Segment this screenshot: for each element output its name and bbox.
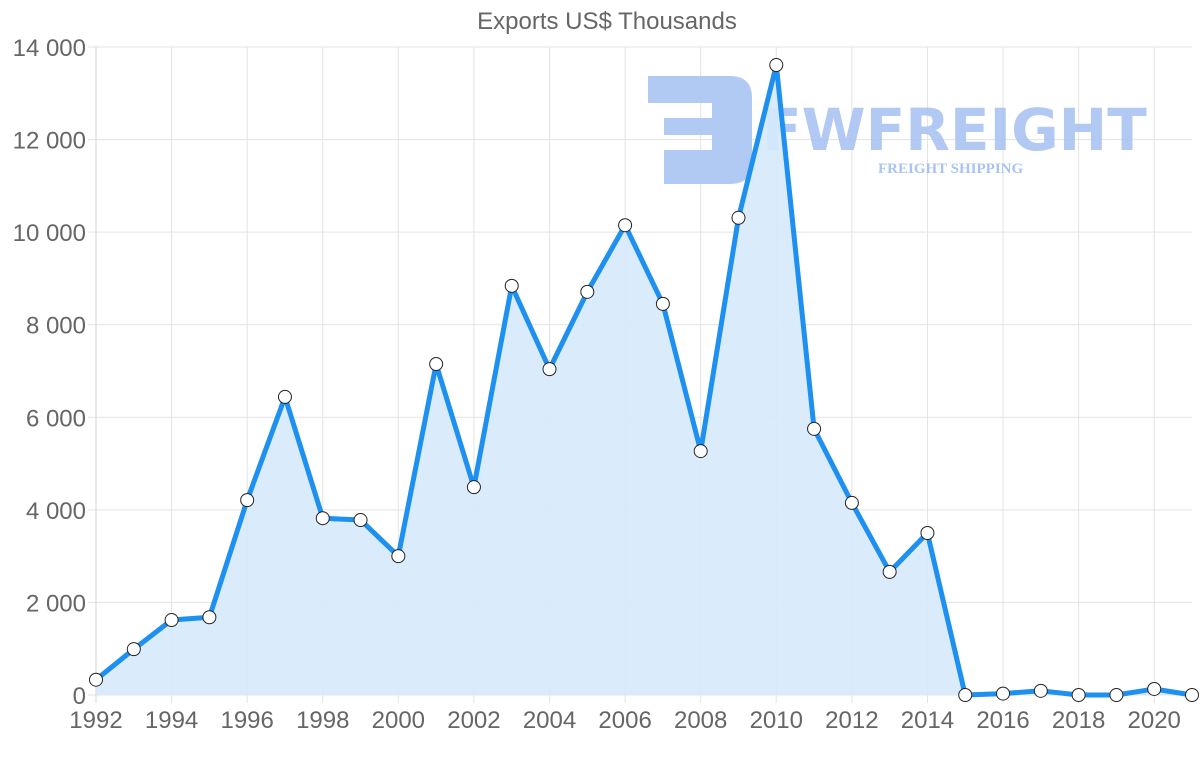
x-tick-label: 1996 xyxy=(220,707,273,734)
data-point-marker[interactable] xyxy=(996,686,1011,701)
x-tick-label: 1994 xyxy=(145,707,198,734)
data-point-marker[interactable] xyxy=(1185,688,1199,702)
data-point-marker[interactable] xyxy=(391,549,406,564)
data-point-marker[interactable] xyxy=(1033,683,1048,698)
data-point-marker[interactable] xyxy=(844,495,859,510)
y-tick-label: 2 000 xyxy=(26,590,86,617)
x-tick-label: 2020 xyxy=(1128,707,1181,734)
data-point-marker[interactable] xyxy=(769,58,784,73)
data-point-marker[interactable] xyxy=(731,210,746,225)
data-point-marker[interactable] xyxy=(807,421,822,436)
data-point-marker[interactable] xyxy=(1109,688,1124,702)
data-point-marker[interactable] xyxy=(353,513,368,528)
data-point-marker[interactable] xyxy=(466,480,481,495)
data-point-marker[interactable] xyxy=(126,642,141,657)
data-point-marker[interactable] xyxy=(429,357,444,372)
x-tick-label: 2010 xyxy=(750,707,803,734)
data-point-marker[interactable] xyxy=(693,444,708,459)
y-axis-ticks: 0 2 000 4 000 6 000 8 000 10 000 12 000 14 000 xyxy=(13,35,86,710)
data-point-marker[interactable] xyxy=(618,218,633,233)
y-tick-label: 10 000 xyxy=(13,220,86,247)
y-tick-label: 8 000 xyxy=(26,313,86,340)
data-point-marker[interactable] xyxy=(580,284,595,299)
x-tick-label: 2008 xyxy=(674,707,727,734)
watermark-logo: FWFREIGHT FREIGHT SHIPPING xyxy=(648,76,1147,184)
data-points xyxy=(89,58,1199,702)
series-area-fill xyxy=(96,65,1192,696)
logo-icon xyxy=(648,76,752,184)
data-point-marker[interactable] xyxy=(240,493,255,508)
x-axis-ticks: 1992 1994 1996 1998 2000 2002 2004 2006 2008 2010… xyxy=(69,707,1181,734)
data-point-marker[interactable] xyxy=(315,511,330,526)
x-tick-label: 2018 xyxy=(1052,707,1105,734)
x-tick-label: 1998 xyxy=(296,707,349,734)
data-point-marker[interactable] xyxy=(202,610,217,625)
data-point-marker[interactable] xyxy=(1147,681,1162,696)
x-tick-label: 2014 xyxy=(901,707,954,734)
y-tick-label: 0 xyxy=(73,683,86,710)
y-tick-label: 4 000 xyxy=(26,498,86,525)
x-tick-label: 2016 xyxy=(976,707,1029,734)
watermark-brand: FWFREIGHT xyxy=(762,96,1147,164)
chart-title: Exports US$ Thousands xyxy=(477,8,737,35)
data-point-marker[interactable] xyxy=(1071,688,1086,702)
y-tick-label: 6 000 xyxy=(26,405,86,432)
data-point-marker[interactable] xyxy=(164,613,179,628)
watermark-tagline: FREIGHT SHIPPING xyxy=(878,161,1023,177)
data-point-marker[interactable] xyxy=(655,296,670,311)
data-point-marker[interactable] xyxy=(277,389,292,404)
data-point-marker[interactable] xyxy=(89,672,103,687)
data-point-marker[interactable] xyxy=(920,526,935,540)
data-point-marker[interactable] xyxy=(882,564,897,579)
x-tick-label: 2012 xyxy=(825,707,878,734)
data-point-marker[interactable] xyxy=(504,278,519,293)
y-tick-label: 12 000 xyxy=(13,128,86,155)
data-point-marker[interactable] xyxy=(542,362,557,377)
x-tick-label: 2004 xyxy=(523,707,576,734)
x-tick-label: 1992 xyxy=(69,707,122,734)
x-tick-label: 2002 xyxy=(447,707,500,734)
y-tick-label: 14 000 xyxy=(13,35,86,62)
x-tick-label: 2000 xyxy=(372,707,425,734)
data-point-marker[interactable] xyxy=(958,688,973,702)
x-tick-label: 2006 xyxy=(598,707,651,734)
